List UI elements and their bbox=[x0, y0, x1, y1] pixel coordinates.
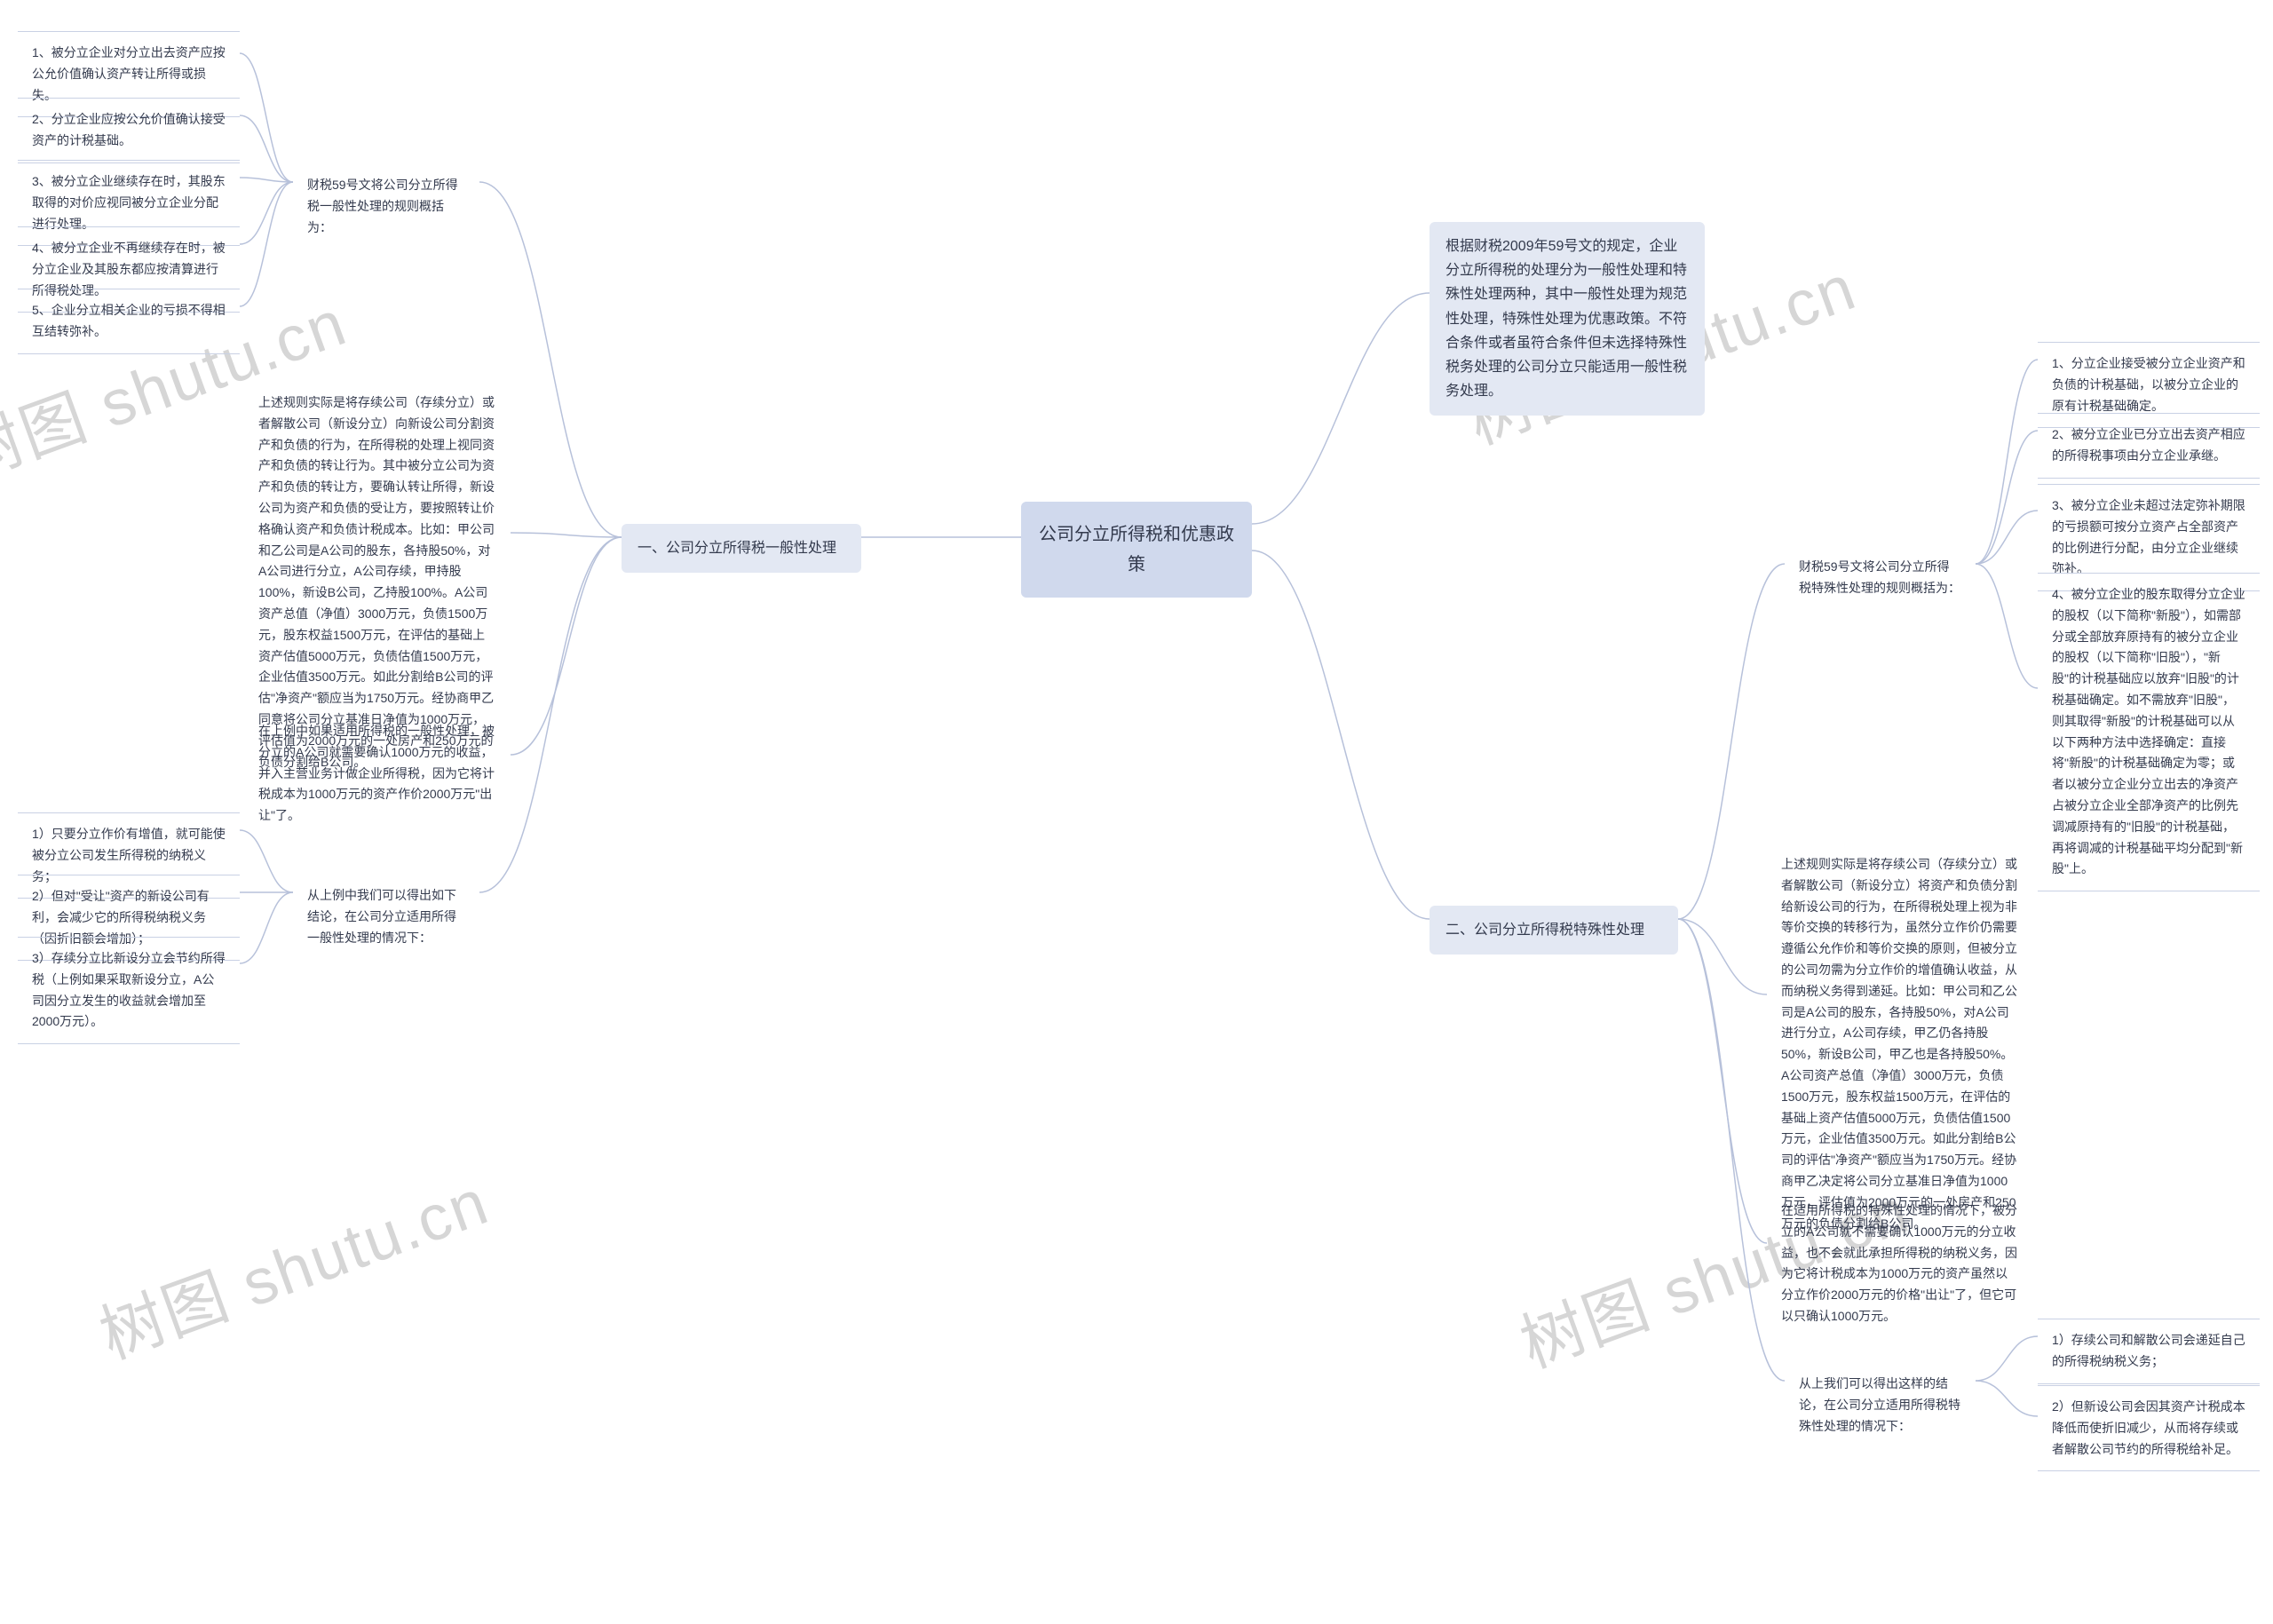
section2-conclusion-2: 2）但新设公司会因其资产计税成本降低而使折旧减少，从而将存续或者解散公司节约的所… bbox=[2038, 1385, 2260, 1471]
section1-rule-5: 5、企业分立相关企业的亏损不得相互结转弥补。 bbox=[18, 289, 240, 354]
root-node: 公司分立所得税和优惠政策 bbox=[1021, 502, 1252, 598]
section2-rule-4: 4、被分立企业的股东取得分立企业的股权（以下简称"新股"），如需部分或全部放弃原… bbox=[2038, 573, 2260, 891]
section1-conclusion-3: 3）存续分立比新设分立会节约所得税（上例如果采取新设分立，A公司因分立发生的收益… bbox=[18, 937, 240, 1044]
section1-title: 一、公司分立所得税一般性处理 bbox=[622, 524, 861, 573]
section2-para1: 上述规则实际是将存续公司（存续分立）或者解散公司（新设分立）将资产和负债分割给新… bbox=[1767, 844, 2033, 1245]
section1-rule-heading: 财税59号文将公司分立所得税一般性处理的规则概括为： bbox=[293, 164, 479, 249]
intro-node: 根据财税2009年59号文的规定，企业分立所得税的处理分为一般性处理和特殊性处理… bbox=[1430, 222, 1705, 416]
section2-title: 二、公司分立所得税特殊性处理 bbox=[1430, 906, 1678, 955]
section2-para2: 在适用所得税的特殊性处理的情况下，被分立的A公司就不需要确认1000万元的分立收… bbox=[1767, 1190, 2033, 1338]
watermark: 树图 shutu.cn bbox=[85, 1150, 499, 1376]
section2-conclusion-heading: 从上我们可以得出这样的结论，在公司分立适用所得税特殊性处理的情况下： bbox=[1785, 1363, 1976, 1447]
section1-rule-2: 2、分立企业应按公允价值确认接受资产的计税基础。 bbox=[18, 98, 240, 163]
section2-rule-2: 2、被分立企业已分立出去资产相应的所得税事项由分立企业承继。 bbox=[2038, 413, 2260, 479]
section2-conclusion-1: 1）存续公司和解散公司会递延自己的所得税纳税义务； bbox=[2038, 1319, 2260, 1384]
section1-conclusion-heading: 从上例中我们可以得出如下结论，在公司分立适用所得一般性处理的情况下： bbox=[293, 875, 479, 959]
section2-rule-heading: 财税59号文将公司分立所得税特殊性处理的规则概括为： bbox=[1785, 546, 1976, 610]
section1-para2: 在上例中如果适用所得税的一般性处理，被分立的A公司就需要确认1000万元的收益，… bbox=[244, 710, 511, 837]
